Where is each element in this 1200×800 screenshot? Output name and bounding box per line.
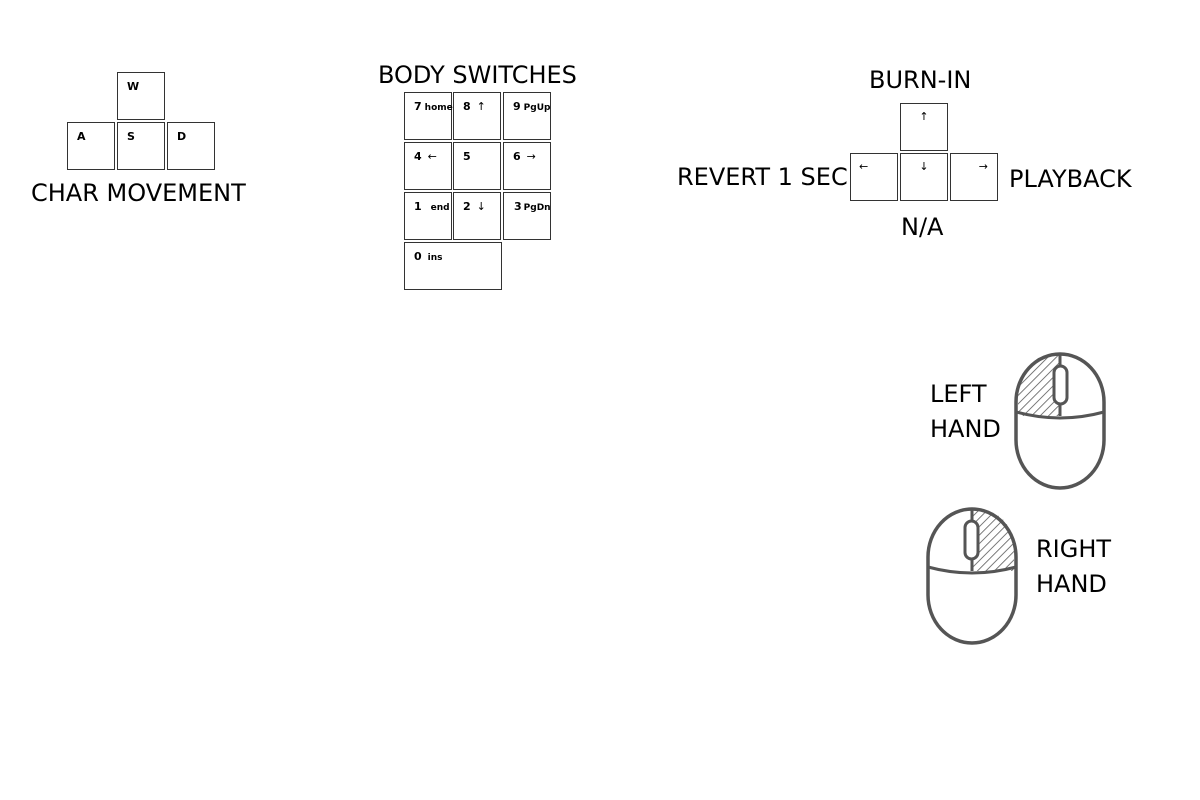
numpad-key-8-main: 8 xyxy=(463,100,471,113)
numpad-key-4[interactable]: 4 ← xyxy=(404,142,452,190)
numpad-key-4-sub: ← xyxy=(427,150,437,163)
numpad-key-2-sub: ↓ xyxy=(476,200,486,213)
numpad-key-6[interactable]: 6 → xyxy=(503,142,551,190)
numpad-key-5-label: 5 xyxy=(463,151,471,162)
numpad-key-4-label: 4 ← xyxy=(414,151,437,162)
left-click-mouse-icon xyxy=(1014,352,1106,490)
numpad-key-0[interactable]: 0 ins xyxy=(404,242,502,290)
numpad-key-7-main: 7 xyxy=(414,100,422,113)
arrow-up-icon: ↑ xyxy=(919,110,929,123)
right-click-mouse-icon xyxy=(926,507,1018,645)
numpad-key-2-label: 2 ↓ xyxy=(463,201,486,212)
key-d-label: D xyxy=(177,130,187,143)
numpad-key-2[interactable]: 2 ↓ xyxy=(453,192,501,240)
numpad-key-3-main: 3 xyxy=(514,200,522,213)
numpad-key-0-sub: ins xyxy=(427,253,443,263)
left-hand-label-line1: LEFT xyxy=(930,380,987,408)
numpad-key-9-label: 9 PgUp xyxy=(513,101,550,113)
numpad-key-3-sub: PgDn xyxy=(523,203,551,213)
numpad-key-8-sub: ↑ xyxy=(476,100,486,113)
right-hand-label-line1: RIGHT xyxy=(1036,535,1112,563)
arrow-down-key[interactable]: ↓ xyxy=(900,153,948,201)
numpad-key-1-label: 1 end xyxy=(414,201,450,213)
numpad-key-1-main: 1 xyxy=(414,200,422,213)
key-w-label: W xyxy=(127,80,140,93)
numpad-key-9-sub: PgUp xyxy=(523,103,551,113)
arrow-left-icon: ← xyxy=(859,160,869,173)
numpad-key-0-main: 0 xyxy=(414,250,422,263)
numpad-key-8-label: 8 ↑ xyxy=(463,101,486,112)
numpad-key-7[interactable]: 7 home xyxy=(404,92,453,140)
key-s-label: S xyxy=(127,130,135,143)
numpad-key-3-label: 3 PgDn xyxy=(514,201,551,213)
left-hand-label-line2: HAND xyxy=(930,415,1001,443)
numpad-key-3[interactable]: 3 PgDn xyxy=(503,192,551,240)
numpad-key-1-sub: end xyxy=(430,203,450,213)
key-d[interactable]: D xyxy=(167,122,215,170)
revert-1-sec-label: REVERT 1 SEC xyxy=(677,163,848,191)
numpad-key-6-label: 6 → xyxy=(513,151,536,162)
key-w[interactable]: W xyxy=(117,72,165,120)
right-hand-label-line2: HAND xyxy=(1036,570,1107,598)
playback-label: PLAYBACK xyxy=(1009,165,1132,193)
arrow-right-key[interactable]: → xyxy=(950,153,998,201)
numpad-key-0-label: 0 ins xyxy=(414,251,443,263)
numpad-key-9[interactable]: 9 PgUp xyxy=(503,92,551,140)
numpad-key-1[interactable]: 1 end xyxy=(404,192,452,240)
numpad-key-9-main: 9 xyxy=(513,100,521,113)
numpad-key-6-sub: → xyxy=(526,150,536,163)
na-label: N/A xyxy=(901,213,944,241)
numpad-key-2-main: 2 xyxy=(463,200,471,213)
arrow-left-key[interactable]: ← xyxy=(850,153,898,201)
numpad-key-4-main: 4 xyxy=(414,150,422,163)
numpad-key-5[interactable]: 5 xyxy=(453,142,501,190)
char-movement-label: CHAR MOVEMENT xyxy=(31,179,246,207)
key-s[interactable]: S xyxy=(117,122,165,170)
arrow-up-key[interactable]: ↑ xyxy=(900,103,948,151)
key-a[interactable]: A xyxy=(67,122,115,170)
burn-in-label: BURN-IN xyxy=(869,66,972,94)
numpad-key-8[interactable]: 8 ↑ xyxy=(453,92,501,140)
numpad-key-7-label: 7 home xyxy=(414,101,453,113)
numpad-key-7-sub: home xyxy=(424,103,453,113)
numpad-key-5-main: 5 xyxy=(463,150,471,163)
arrow-right-icon: → xyxy=(978,160,988,173)
body-switches-label: BODY SWITCHES xyxy=(378,61,577,89)
key-a-label: A xyxy=(77,130,86,143)
numpad-key-6-main: 6 xyxy=(513,150,521,163)
arrow-down-icon: ↓ xyxy=(919,160,929,173)
